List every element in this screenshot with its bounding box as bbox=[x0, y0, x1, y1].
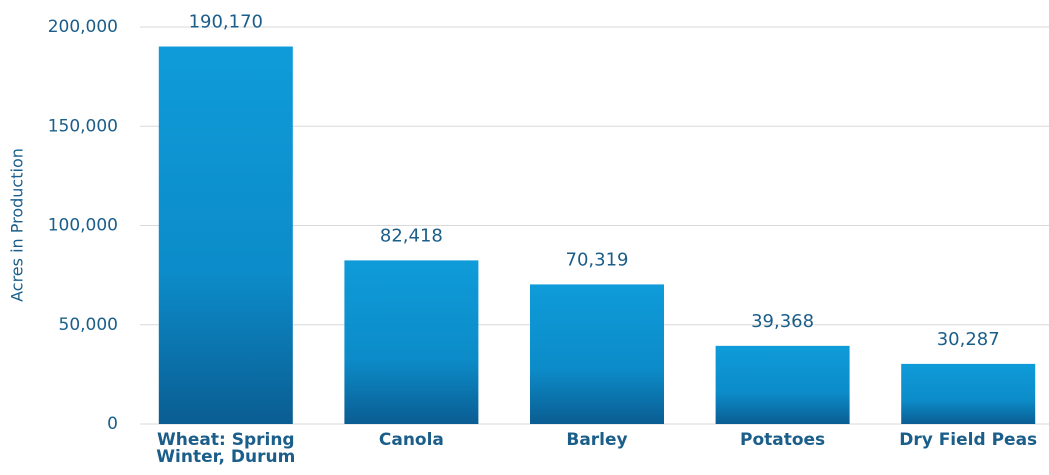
bar bbox=[901, 363, 1036, 424]
x-tick-label: Wheat: Spring Winter, Durum bbox=[156, 430, 296, 467]
bar bbox=[344, 260, 479, 424]
y-tick-label: 200,000 bbox=[48, 17, 118, 37]
bar bbox=[530, 284, 664, 424]
x-tick-label: Potatoes bbox=[739, 430, 826, 450]
y-axis-label: Acres in Production bbox=[8, 148, 27, 302]
x-tick-label: Dry Field Peas bbox=[899, 430, 1038, 450]
value-label: 39,368 bbox=[751, 311, 814, 332]
bar bbox=[158, 46, 293, 425]
y-tick-label: 0 bbox=[107, 414, 118, 434]
value-label: 82,418 bbox=[380, 225, 443, 246]
x-tick-label: Barley bbox=[566, 430, 628, 450]
y-tick-label: 100,000 bbox=[48, 216, 118, 236]
value-label: 70,319 bbox=[566, 249, 629, 270]
bar bbox=[715, 345, 850, 424]
y-tick-label: 150,000 bbox=[48, 116, 118, 136]
y-tick-label: 50,000 bbox=[59, 315, 118, 335]
x-tick-label: Canola bbox=[378, 430, 444, 450]
value-label: 190,170 bbox=[189, 12, 263, 33]
value-label: 30,287 bbox=[937, 329, 1000, 350]
